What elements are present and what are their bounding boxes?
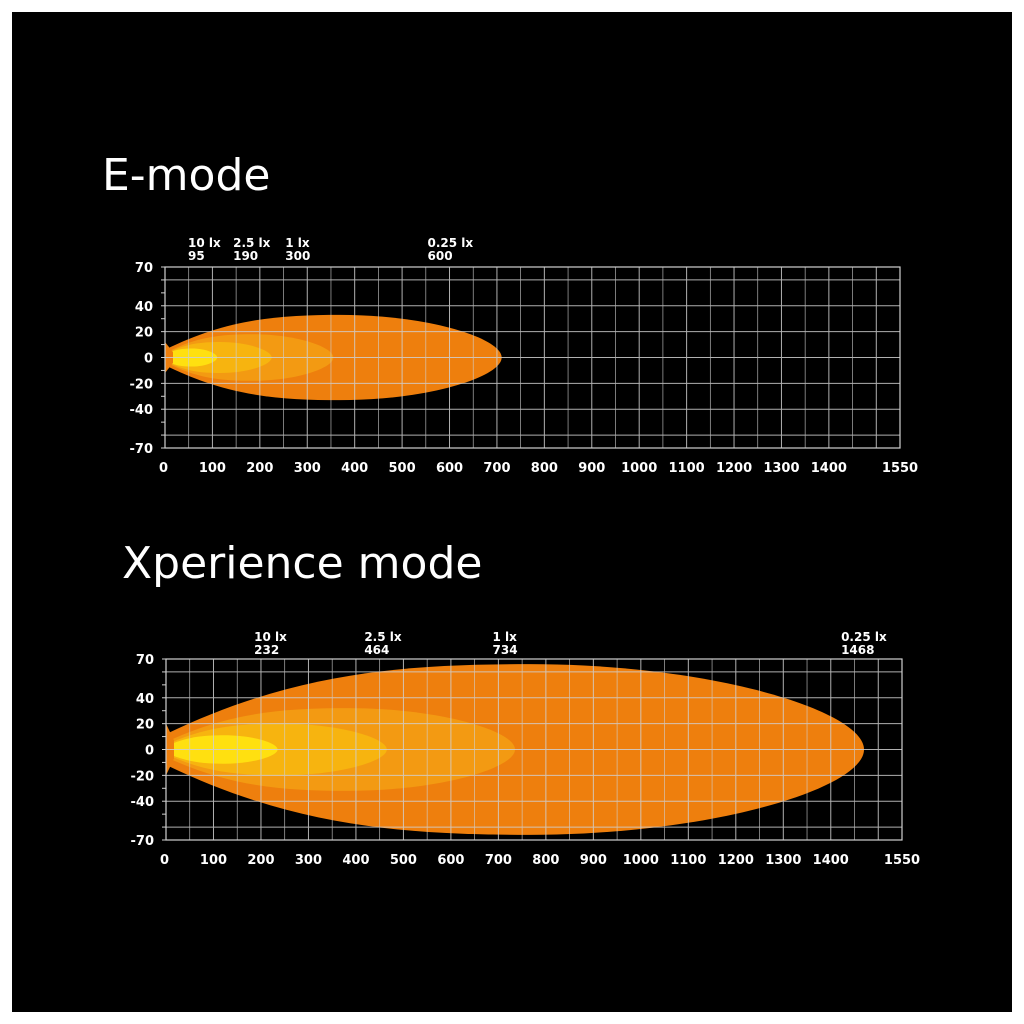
lux-label: 0.25 lx: [841, 630, 887, 644]
x-tick-label: 100: [199, 461, 226, 476]
y-tick-label: 40: [136, 692, 154, 707]
lux-distance-label: 95: [188, 249, 205, 263]
xperience-mode-title: Xperience mode: [122, 538, 483, 589]
y-tick-label: -40: [131, 795, 155, 810]
y-tick-label: 40: [135, 300, 153, 315]
x-tick-label: 1300: [763, 461, 799, 476]
lux-label: 0.25 lx: [428, 236, 474, 250]
x-tick-label: 900: [578, 461, 605, 476]
x-tick-label: 1000: [621, 461, 657, 476]
x-tick-label: 300: [295, 853, 322, 868]
x-tick-label: 800: [531, 461, 558, 476]
y-tick-label: 0: [145, 744, 154, 759]
lux-label: 1 lx: [493, 630, 518, 644]
x-tick-label: 1000: [623, 853, 659, 868]
lux-distance-label: 464: [364, 643, 389, 657]
grid: [164, 266, 901, 449]
x-tick-label: 700: [483, 461, 510, 476]
x-tick-label: 200: [247, 853, 274, 868]
x-tick-label: 800: [532, 853, 559, 868]
lux-distance-label: 734: [493, 643, 518, 657]
y-tick-label: -70: [131, 834, 155, 849]
x-tick-label: 1550: [884, 853, 920, 868]
lux-label: 1 lx: [285, 236, 310, 250]
lux-label: 2.5 lx: [364, 630, 402, 644]
x-tick-label: 1400: [811, 461, 847, 476]
x-tick-label: 200: [246, 461, 273, 476]
x-tick-label: 600: [436, 461, 463, 476]
x-tick-label: 900: [580, 853, 607, 868]
x-tick-label: 1100: [669, 461, 705, 476]
x-tick-label: 600: [437, 853, 464, 868]
x-tick-label: 500: [390, 853, 417, 868]
e-mode-title: E-mode: [102, 150, 271, 201]
lux-label: 10 lx: [188, 236, 221, 250]
y-tick-label: 20: [136, 718, 154, 733]
lux-distance-label: 190: [233, 249, 258, 263]
x-tick-label: 300: [294, 461, 321, 476]
lux-distance-label: 232: [254, 643, 279, 657]
x-tick-label: 700: [485, 853, 512, 868]
y-tick-label: -20: [131, 769, 155, 784]
chart-background: [12, 12, 1012, 1012]
x-tick-label: 100: [200, 853, 227, 868]
y-tick-label: -40: [130, 403, 154, 418]
x-tick-label: 1100: [670, 853, 706, 868]
y-tick-label: 20: [135, 326, 153, 341]
y-tick-label: 0: [144, 352, 153, 367]
x-tick-label: 1550: [882, 461, 918, 476]
lux-label: 2.5 lx: [233, 236, 271, 250]
x-tick-label: 1400: [813, 853, 849, 868]
lux-distance-label: 300: [285, 249, 310, 263]
x-tick-label: 1200: [716, 461, 752, 476]
x-tick-label: 1300: [765, 853, 801, 868]
x-tick-label: 1200: [718, 853, 754, 868]
lux-distance-label: 1468: [841, 643, 874, 657]
x-tick-label: 0: [159, 461, 168, 476]
x-tick-label: 500: [389, 461, 416, 476]
x-tick-label: 0: [160, 853, 169, 868]
x-tick-label: 400: [341, 461, 368, 476]
y-tick-label: 70: [135, 261, 153, 276]
y-tick-label: -70: [130, 442, 154, 457]
lux-label: 10 lx: [254, 630, 287, 644]
y-tick-label: -20: [130, 377, 154, 392]
lux-distance-label: 600: [428, 249, 453, 263]
y-tick-label: 70: [136, 653, 154, 668]
x-tick-label: 400: [342, 853, 369, 868]
